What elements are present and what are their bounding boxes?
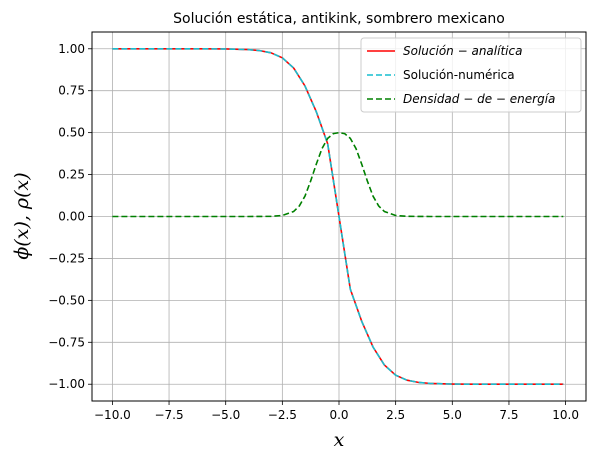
- x-axis: −10.0 −7.5 −5.0 −2.5 0.0 2.5 5.0 7.5 10.0: [94, 401, 579, 422]
- x-tick-label: 7.5: [499, 408, 518, 422]
- x-tick-label: −10.0: [94, 408, 131, 422]
- legend-label-3: Densidad − de − energía: [403, 92, 555, 106]
- legend-box: [360, 37, 582, 113]
- y-tick-label: −0.75: [48, 335, 85, 349]
- series-line-2: [112, 47, 564, 386]
- y-tick-label: 0.00: [58, 210, 85, 224]
- y-tick-label: −0.25: [48, 251, 85, 265]
- x-tick-label: −5.0: [211, 408, 240, 422]
- x-tick-label: −2.5: [268, 408, 297, 422]
- x-tick-label: 10.0: [552, 408, 579, 422]
- y-axis-label: ϕ(x), ρ(x): [11, 172, 33, 259]
- legend: Solución − analítica Solución-numérica Den…: [360, 37, 582, 113]
- y-tick-label: −0.50: [48, 293, 85, 307]
- x-tick-label: 2.5: [386, 408, 405, 422]
- chart-title: Solución estática, antikink, sombrero me…: [173, 11, 505, 27]
- legend-label-2: Solución-numérica: [403, 68, 515, 82]
- x-tick-label: 5.0: [443, 408, 462, 422]
- series-line-3: [112, 131, 564, 218]
- y-axis: 1.00 0.75 0.50 0.25 0.00 −0.25 −0.50 −0.75 −1.00: [48, 42, 92, 391]
- x-axis-label: x: [334, 429, 345, 451]
- y-tick-label: 0.75: [58, 84, 85, 98]
- y-tick-label: 0.50: [58, 126, 85, 140]
- y-tick-label: −1.00: [48, 377, 85, 391]
- plot-area: [112, 47, 564, 386]
- legend-label-1: Solución − analítica: [403, 44, 522, 58]
- x-tick-label: 0.0: [329, 408, 348, 422]
- y-tick-label: 0.25: [58, 168, 85, 182]
- x-tick-label: −7.5: [154, 408, 183, 422]
- y-tick-label: 1.00: [58, 42, 85, 56]
